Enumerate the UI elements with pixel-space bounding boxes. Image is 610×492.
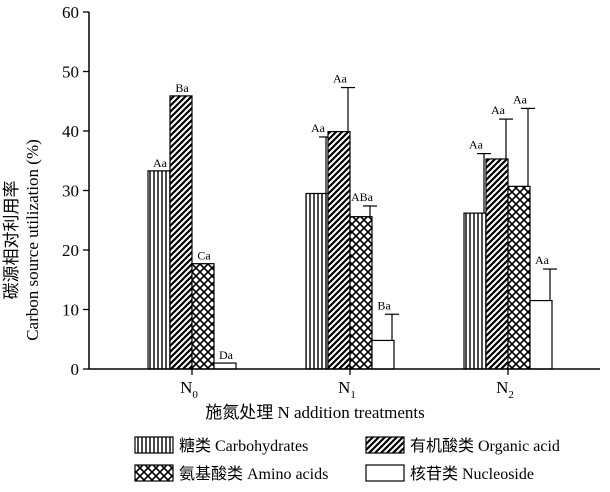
legend-label: 核苷类 Nucleoside (410, 465, 534, 483)
bar (213, 362, 237, 370)
bar (485, 158, 509, 370)
y-tick-label: 10 (62, 301, 79, 320)
legend-swatch (365, 464, 405, 482)
significance-label: Ba (175, 81, 189, 95)
x-axis-title: 施氮处理 N addition treatments (205, 403, 425, 422)
significance-label: Aa (311, 121, 326, 135)
x-tick-label: N2 (496, 378, 514, 401)
significance-label: Aa (333, 72, 348, 86)
y-tick-label: 20 (62, 241, 79, 260)
significance-label: Ba (377, 298, 391, 312)
bar (529, 299, 553, 370)
bar (327, 130, 351, 370)
significance-label: ABa (351, 190, 374, 204)
significance-label: Da (219, 348, 234, 362)
legend: 糖类 Carbohydrates 有机酸类 Organic acid 氨基酸类 Am… (134, 436, 560, 483)
significance-label: Aa (513, 92, 528, 106)
y-axis-title-line2: Carbon source utilization (%) (23, 139, 42, 341)
y-tick-label: 30 (62, 182, 79, 201)
legend-swatch (365, 436, 405, 454)
bar (371, 339, 395, 370)
bar (507, 185, 531, 370)
y-axis: 0 10 20 30 40 50 60 (62, 3, 89, 379)
x-tick-label-subscript: 0 (192, 389, 198, 401)
x-tick-label: N1 (338, 378, 356, 401)
significance-label: Aa (535, 253, 550, 267)
x-tick-label: N0 (180, 378, 198, 401)
legend-swatch (134, 464, 174, 482)
x-tick-label-base: N (338, 378, 350, 397)
significance-label: Aa (491, 103, 506, 117)
legend-label: 有机酸类 Organic acid (410, 437, 560, 455)
bar (305, 192, 329, 370)
y-tick-label: 60 (62, 3, 79, 22)
legend-swatch (134, 436, 174, 454)
significance-label: Aa (469, 138, 484, 152)
x-axis: N0 N1 N2 (180, 369, 514, 401)
y-axis-title-line1: 碳源相对利用率 (2, 181, 21, 300)
x-tick-label-subscript: 2 (508, 389, 514, 401)
legend-label: 糖类 Carbohydrates (179, 437, 308, 455)
y-tick-label: 40 (62, 122, 79, 141)
y-tick-label: 0 (71, 360, 80, 379)
bar (349, 216, 373, 370)
significance-label: Ca (197, 249, 211, 263)
y-tick-label: 50 (62, 63, 79, 82)
bar (463, 212, 487, 370)
y-axis-title: 碳源相对利用率 Carbon source utilization (%) (2, 139, 42, 341)
legend-label: 氨基酸类 Amino acids (179, 465, 328, 483)
x-tick-label-base: N (496, 378, 508, 397)
bar (191, 263, 215, 370)
x-tick-label-subscript: 1 (350, 389, 356, 401)
x-tick-label-base: N (180, 378, 192, 397)
significance-label: Aa (153, 156, 168, 170)
bar (147, 170, 171, 370)
bar (169, 95, 193, 370)
plot-area: Aa Aa Aa Ba Aa Aa Ca ABa Aa Da Ba Aa (147, 72, 557, 370)
